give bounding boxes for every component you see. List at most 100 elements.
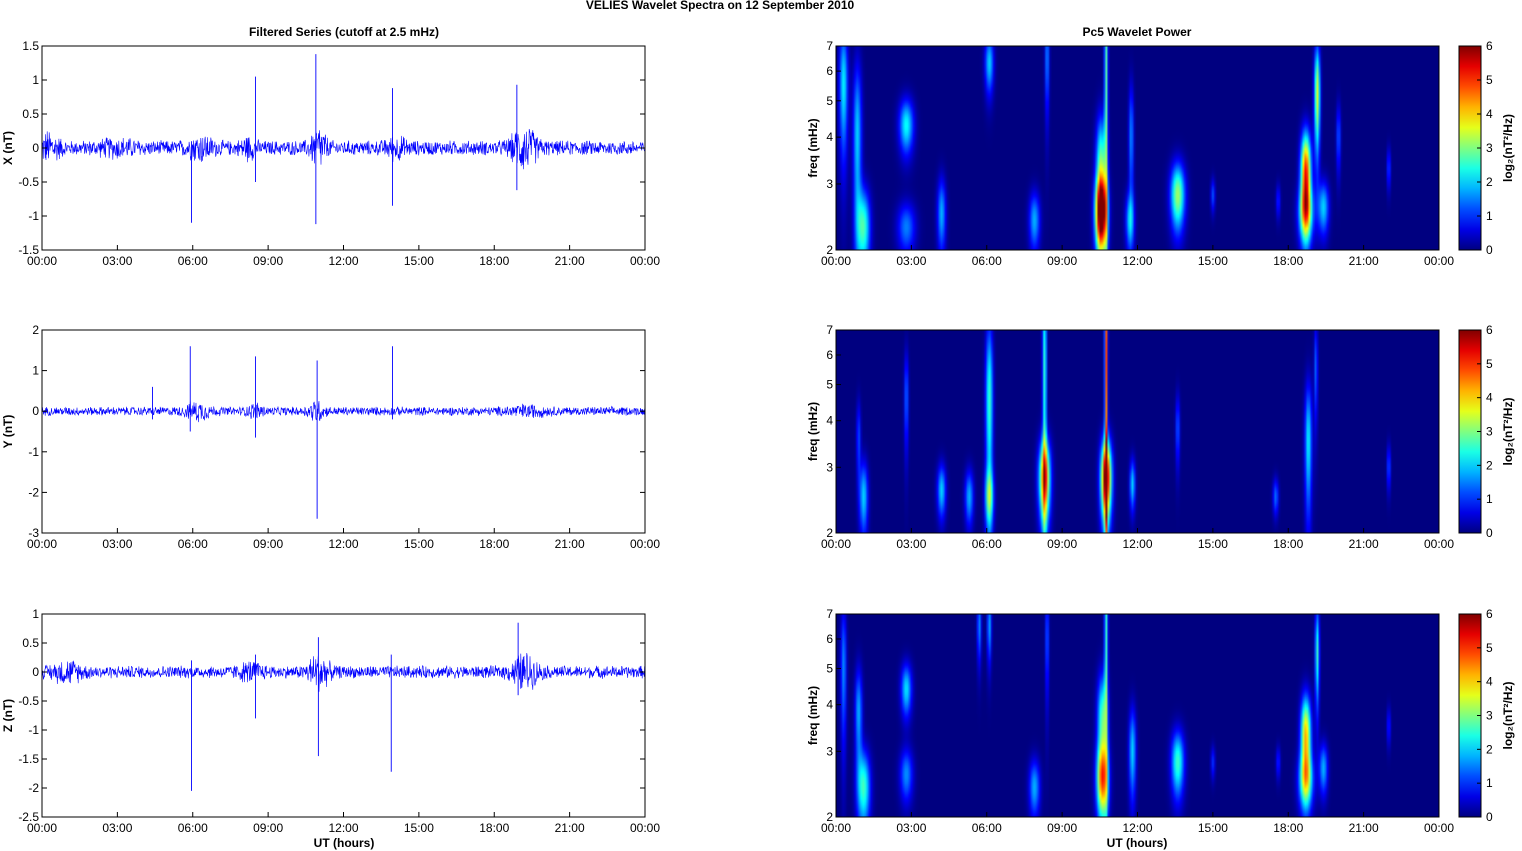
spectrum-y-xtick-label: 00:00 — [1424, 537, 1454, 551]
spectrum-z-ytick-label: 3 — [826, 744, 833, 758]
series-x-xtick-label: 00:00 — [630, 254, 660, 268]
series-z-ytick-label: -2.5 — [18, 810, 39, 824]
series-x-ytick-label: 1 — [32, 73, 39, 87]
spectrum-x-xtick-label: 00:00 — [1424, 254, 1454, 268]
spectrum-z-colorbar-tick-label: 1 — [1486, 776, 1493, 790]
spectrum-x-xtick-label: 18:00 — [1273, 254, 1303, 268]
spectrum-y-xtick-label: 06:00 — [972, 537, 1002, 551]
series-z-ytick-label: 0 — [32, 665, 39, 679]
spectrum-y-ytick-label: 4 — [826, 414, 833, 428]
series-x-ytick-label: 0 — [32, 141, 39, 155]
series-y-xtick-label: 00:00 — [27, 537, 57, 551]
spectrum-y-image — [836, 330, 1439, 533]
spectrum-y-ytick-label: 2 — [826, 526, 833, 540]
series-x-xtick-label: 06:00 — [178, 254, 208, 268]
spectrum-z-ytick-label: 7 — [826, 607, 833, 621]
spectrum-y-colorbar-tick-label: 2 — [1486, 458, 1493, 472]
spectrum-z-colorbar-tick-label: 5 — [1486, 641, 1493, 655]
series-x-xtick-label: 12:00 — [328, 254, 358, 268]
spectrum-x-xtick-label: 06:00 — [972, 254, 1002, 268]
series-z-ytick-label: -1 — [28, 723, 39, 737]
series-z-plot-area — [42, 614, 645, 817]
series-y-xtick-label: 12:00 — [328, 537, 358, 551]
spectrum-z-xtick-label: 00:00 — [821, 821, 851, 835]
series-y-xtick-label: 21:00 — [555, 537, 585, 551]
series-x-xtick-label: 15:00 — [404, 254, 434, 268]
spectrum-x-xtick-label: 00:00 — [821, 254, 851, 268]
series-x-ytick-label: -1 — [28, 209, 39, 223]
spectrum-y-colorbar-tick-label: 6 — [1486, 323, 1493, 337]
spectrum-y-panel: 2 3 4 5 6 7 00:00 03:00 06:00 09:00 12:00 15:00 18:0… — [806, 323, 1515, 551]
series-z-xtick-label: 21:00 — [555, 821, 585, 835]
spectrum-z-xtick-label: 06:00 — [972, 821, 1002, 835]
spectrum-z-xtick-label: 15:00 — [1198, 821, 1228, 835]
series-z-ytick-label: -2 — [28, 781, 39, 795]
left-column-title: Filtered Series (cutoff at 2.5 mHz) — [249, 25, 439, 39]
spectrum-z-colorbar-tick-label: 6 — [1486, 607, 1493, 621]
spectrum-y-ylabel: freq (mHz) — [806, 402, 820, 461]
series-x-xtick-label: 03:00 — [102, 254, 132, 268]
spectrum-x-panel: 2 3 4 5 6 7 00:00 03:00 06:00 09:00 12:00 15:00 18:0… — [806, 39, 1515, 268]
series-z-ytick-label: 0.5 — [22, 636, 39, 650]
series-y-xtick-label: 09:00 — [253, 537, 283, 551]
series-z-ytick-label: -1.5 — [18, 752, 39, 766]
series-x-trace — [41, 128, 646, 170]
series-x-panel: -1.5 -1 -0.5 0 0.5 1 1.5 00:00 03:00 06:00 09:00 12… — [1, 39, 660, 268]
spectrum-x-colorbar-tick-label: 2 — [1486, 175, 1493, 189]
x-axis-label-left: UT (hours) — [314, 836, 375, 850]
spectrum-x-xtick-label: 03:00 — [896, 254, 926, 268]
series-x-ytick-label: -1.5 — [18, 243, 39, 257]
spectrum-x-ylabel: freq (mHz) — [806, 118, 820, 177]
series-z-xtick-label: 15:00 — [404, 821, 434, 835]
spectrum-x-colorbar-tick-label: 1 — [1486, 209, 1493, 223]
spectrum-z-colorbar-tick-label: 2 — [1486, 742, 1493, 756]
spectrum-y-ytick-label: 3 — [826, 460, 833, 474]
series-z-xtick-label: 03:00 — [102, 821, 132, 835]
figure-title: VELIES Wavelet Spectra on 12 September 2… — [586, 0, 855, 12]
spectrum-x-colorbar-tick-label: 3 — [1486, 141, 1493, 155]
spectrum-x-ytick-label: 5 — [826, 94, 833, 108]
spectrum-y-ytick-label: 7 — [826, 323, 833, 337]
series-y-ytick-label: -1 — [28, 445, 39, 459]
series-z-xtick-label: 00:00 — [27, 821, 57, 835]
spectrum-x-image — [836, 46, 1439, 250]
series-z-xtick-label: 12:00 — [328, 821, 358, 835]
spectrum-x-xtick-label: 15:00 — [1198, 254, 1228, 268]
spectrum-x-xtick-label: 09:00 — [1047, 254, 1077, 268]
series-x-xtick-label: 00:00 — [27, 254, 57, 268]
spectrum-y-xtick-label: 00:00 — [821, 537, 851, 551]
spectrum-y-xtick-label: 09:00 — [1047, 537, 1077, 551]
spectrum-x-ytick-label: 3 — [826, 177, 833, 191]
series-x-xtick-label: 09:00 — [253, 254, 283, 268]
spectrum-z-xtick-label: 18:00 — [1273, 821, 1303, 835]
right-column-title: Pc5 Wavelet Power — [1083, 25, 1192, 39]
x-axis-label-right: UT (hours) — [1107, 836, 1168, 850]
spectrum-x-ytick-label: 7 — [826, 39, 833, 53]
series-y-ytick-label: 2 — [32, 323, 39, 337]
series-z-ytick-label: 1 — [32, 607, 39, 621]
spectrum-y-xtick-label: 12:00 — [1122, 537, 1152, 551]
spectrum-z-ytick-label: 5 — [826, 662, 833, 676]
spectrum-x-colorbar-tick-label: 0 — [1486, 243, 1493, 257]
spectrum-z-image — [836, 614, 1439, 817]
series-x-xtick-label: 18:00 — [479, 254, 509, 268]
spectrum-y-xtick-label: 03:00 — [896, 537, 926, 551]
spectrum-x-colorbar-tick-label: 4 — [1486, 107, 1493, 121]
spectrum-x-xtick-label: 12:00 — [1122, 254, 1152, 268]
spectrum-z-xtick-label: 12:00 — [1122, 821, 1152, 835]
spectrum-z-colorbar-tick-label: 4 — [1486, 675, 1493, 689]
spectrum-z-ytick-label: 2 — [826, 810, 833, 824]
spectrum-y-colorbar-tick-label: 4 — [1486, 391, 1493, 405]
spectrum-z-ytick-label: 6 — [826, 632, 833, 646]
series-y-xtick-label: 15:00 — [404, 537, 434, 551]
spectrum-z-colorbar-tick-label: 3 — [1486, 709, 1493, 723]
spectrum-z-colorbar-tick-label: 0 — [1486, 810, 1493, 824]
spectrum-z-ytick-label: 4 — [826, 698, 833, 712]
spectrum-z-xtick-label: 00:00 — [1424, 821, 1454, 835]
spectrum-y-colorbar-tick-label: 5 — [1486, 357, 1493, 371]
spectrum-x-ytick-label: 6 — [826, 64, 833, 78]
spectrum-x-colorbar-tick-label: 5 — [1486, 73, 1493, 87]
spectrum-z-xtick-label: 09:00 — [1047, 821, 1077, 835]
spectrum-x-xtick-label: 21:00 — [1349, 254, 1379, 268]
series-x-xtick-label: 21:00 — [555, 254, 585, 268]
